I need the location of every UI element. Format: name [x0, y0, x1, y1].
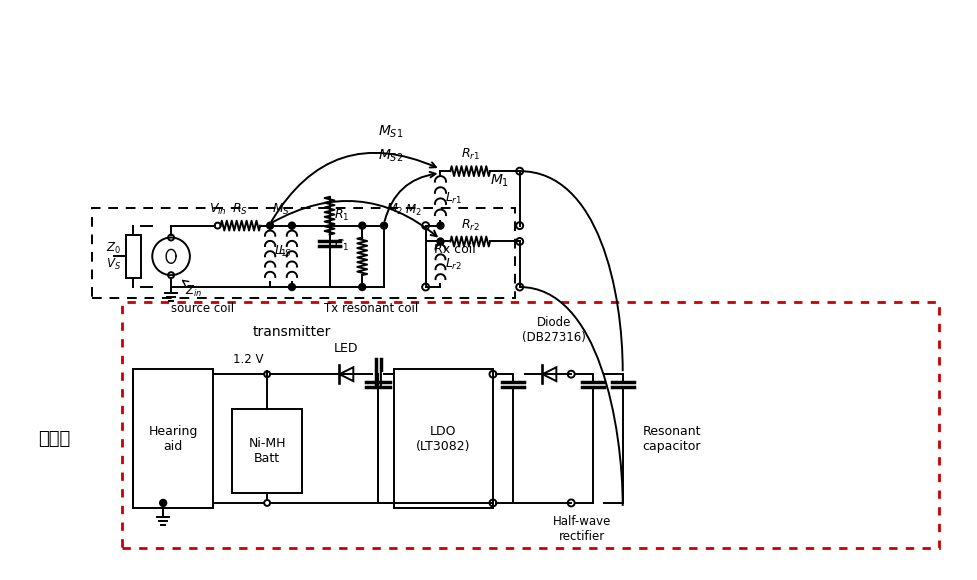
Text: $R_{r2}$: $R_{r2}$ — [460, 218, 479, 233]
Text: Diode
(DB27316): Diode (DB27316) — [522, 317, 585, 345]
Text: Half-wave
rectifier: Half-wave rectifier — [552, 515, 611, 543]
Text: transmitter: transmitter — [252, 325, 331, 339]
Circle shape — [437, 222, 444, 229]
Text: $L_1$: $L_1$ — [274, 244, 287, 259]
Text: $M_S$: $M_S$ — [272, 202, 290, 217]
Text: $Z_0$: $Z_0$ — [106, 241, 120, 256]
Text: source coil: source coil — [171, 302, 234, 315]
FancyBboxPatch shape — [233, 409, 302, 493]
Circle shape — [359, 222, 365, 229]
Polygon shape — [542, 367, 556, 381]
Circle shape — [159, 499, 166, 506]
Circle shape — [380, 222, 387, 229]
Text: $V_S$: $V_S$ — [106, 257, 120, 272]
Polygon shape — [339, 367, 353, 381]
Text: LDO
(LT3082): LDO (LT3082) — [416, 425, 470, 452]
Text: $L_{r1}$: $L_{r1}$ — [445, 191, 462, 206]
Text: $C_1$: $C_1$ — [333, 238, 349, 253]
FancyBboxPatch shape — [133, 369, 212, 508]
Text: 수신부: 수신부 — [38, 430, 70, 448]
Text: $M_2$: $M_2$ — [404, 202, 421, 218]
Circle shape — [267, 222, 274, 229]
Text: $Z_{in}$: $Z_{in}$ — [185, 284, 202, 299]
Circle shape — [437, 238, 444, 245]
Circle shape — [288, 222, 295, 229]
Text: Tx resonant coil: Tx resonant coil — [323, 302, 418, 315]
Text: $L_{r2}$: $L_{r2}$ — [445, 257, 462, 272]
Text: $M_2$: $M_2$ — [386, 202, 403, 217]
Circle shape — [288, 284, 295, 291]
Text: $V_{in}$: $V_{in}$ — [208, 202, 227, 217]
Text: $L_S$: $L_S$ — [277, 244, 292, 259]
Text: $M_{S2}$: $M_{S2}$ — [378, 148, 404, 165]
Text: $R_{r1}$: $R_{r1}$ — [460, 147, 479, 162]
Text: Ni-MH
Batt: Ni-MH Batt — [248, 437, 285, 465]
FancyBboxPatch shape — [394, 369, 492, 508]
Text: LED: LED — [334, 342, 359, 356]
Text: $R_1$: $R_1$ — [333, 208, 349, 223]
Text: $R_S$: $R_S$ — [233, 202, 248, 217]
Text: Resonant
capacitor: Resonant capacitor — [642, 425, 701, 452]
FancyBboxPatch shape — [125, 234, 142, 278]
Text: 1.2 V: 1.2 V — [233, 353, 263, 366]
Text: Rx coil: Rx coil — [433, 244, 475, 256]
Text: Hearing
aid: Hearing aid — [149, 425, 197, 452]
Text: $M_1$: $M_1$ — [489, 173, 509, 189]
Circle shape — [359, 284, 365, 291]
Text: $M_{S1}$: $M_{S1}$ — [378, 124, 404, 140]
